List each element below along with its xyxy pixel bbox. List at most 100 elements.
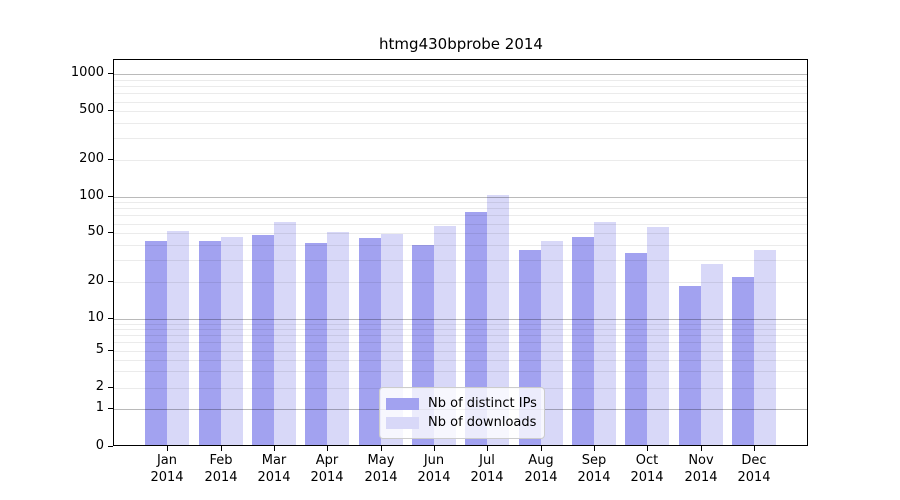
x-tick-month: Mar	[261, 453, 287, 468]
y-tick-label-1: 1	[95, 400, 104, 415]
gridline-minor-7	[114, 335, 807, 336]
bar-downloads-oct	[647, 227, 670, 445]
y-tick-label-10: 10	[87, 309, 104, 325]
bar-downloads-sep	[594, 221, 617, 445]
x-tick-year: 2014	[150, 470, 184, 485]
plot-area	[113, 59, 808, 446]
bar-distinct-ips-nov	[678, 285, 701, 445]
y-tick-mark-10	[108, 318, 113, 319]
gridline-minor-30	[114, 260, 807, 261]
x-tick-label-nov: Nov 2014	[674, 452, 728, 486]
y-tick-mark-5	[108, 350, 113, 351]
bar-distinct-ips-apr	[305, 243, 328, 445]
bar-downloads-feb	[220, 236, 243, 445]
gridline-major-1000	[114, 74, 807, 75]
gridline-minor-60	[114, 224, 807, 225]
x-tick-mark-sep	[594, 446, 595, 451]
x-tick-month: Feb	[209, 453, 233, 468]
gridline-minor-6	[114, 342, 807, 343]
x-tick-month: Sep	[581, 453, 607, 468]
y-tick-mark-20	[108, 281, 113, 282]
bar-downloads-apr	[327, 232, 350, 445]
legend-swatch-downloads	[386, 416, 419, 429]
y-tick-mark-1	[108, 408, 113, 409]
legend-item-distinct-ips: Nb of distinct IPs	[386, 394, 537, 413]
x-tick-label-dec: Dec 2014	[727, 452, 781, 486]
x-tick-year: 2014	[524, 470, 558, 485]
x-tick-month: Jul	[479, 453, 495, 468]
y-tick-label-0: 0	[95, 437, 104, 453]
x-tick-year: 2014	[364, 470, 398, 485]
x-tick-label-jan: Jan 2014	[140, 452, 194, 486]
bar-downloads-jan	[167, 231, 190, 445]
y-tick-mark-50	[108, 232, 113, 233]
x-tick-year: 2014	[630, 470, 664, 485]
legend-swatch-distinct-ips	[386, 397, 419, 410]
gridline-minor-8	[114, 329, 807, 330]
legend-label-distinct-ips: Nb of distinct IPs	[428, 396, 537, 411]
x-tick-label-sep: Sep 2014	[567, 452, 621, 486]
gridline-minor-3	[114, 371, 807, 372]
x-tick-month: Apr	[315, 453, 339, 468]
y-tick-mark-2	[108, 387, 113, 388]
x-tick-label-oct: Oct 2014	[620, 452, 674, 486]
x-tick-label-jul: Jul 2014	[460, 452, 514, 486]
x-tick-mark-may	[381, 446, 382, 451]
x-tick-label-apr: Apr 2014	[300, 452, 354, 486]
x-tick-year: 2014	[417, 470, 451, 485]
bar-downloads-mar	[273, 221, 296, 445]
y-tick-label-1000: 1000	[70, 65, 104, 81]
x-tick-mark-oct	[647, 446, 648, 451]
y-tick-mark-1000	[108, 73, 113, 74]
bar-downloads-nov	[700, 264, 723, 445]
x-tick-mark-jan	[167, 446, 168, 451]
y-tick-mark-200	[108, 159, 113, 160]
y-tick-label-5: 5	[95, 341, 104, 357]
x-tick-mark-jun	[434, 446, 435, 451]
x-tick-mark-apr	[327, 446, 328, 451]
plot-inner	[114, 60, 807, 445]
y-tick-label-50: 50	[87, 224, 104, 240]
x-tick-mark-nov	[701, 446, 702, 451]
bar-downloads-dec	[754, 250, 777, 445]
gridline-major-10	[114, 319, 807, 320]
legend-label-downloads: Nb of downloads	[428, 415, 537, 430]
x-tick-month: Oct	[635, 453, 659, 468]
bar-distinct-ips-may	[358, 238, 381, 445]
x-tick-year: 2014	[470, 470, 504, 485]
gridline-minor-300	[114, 138, 807, 139]
gridline-minor-200	[114, 160, 807, 161]
x-tick-year: 2014	[257, 470, 291, 485]
bar-distinct-ips-jan	[145, 240, 168, 445]
x-tick-month: Jan	[156, 453, 178, 468]
bar-distinct-ips-oct	[625, 253, 648, 445]
gridline-minor-80	[114, 208, 807, 209]
x-tick-mark-aug	[541, 446, 542, 451]
y-tick-mark-500	[108, 110, 113, 111]
bar-downloads-aug	[540, 240, 563, 445]
x-tick-label-mar: Mar 2014	[247, 452, 301, 486]
y-tick-mark-0	[108, 446, 113, 447]
gridline-minor-50	[114, 233, 807, 234]
y-tick-label-500: 500	[79, 102, 104, 118]
y-tick-label-200: 200	[79, 150, 104, 166]
x-tick-mark-mar	[274, 446, 275, 451]
gridline-minor-40	[114, 245, 807, 246]
gridline-minor-800	[114, 86, 807, 87]
x-tick-year: 2014	[737, 470, 771, 485]
x-tick-month: Dec	[741, 453, 767, 468]
y-tick-mark-100	[108, 196, 113, 197]
x-tick-year: 2014	[310, 470, 344, 485]
x-tick-year: 2014	[204, 470, 238, 485]
bar-distinct-ips-dec	[732, 277, 755, 445]
y-tick-label-20: 20	[87, 272, 104, 288]
x-tick-month: Jun	[423, 453, 445, 468]
y-tick-label-2: 2	[95, 379, 104, 394]
x-tick-label-may: May 2014	[354, 452, 408, 486]
x-tick-label-jun: Jun 2014	[407, 452, 461, 486]
x-tick-month: Aug	[528, 453, 554, 468]
bar-distinct-ips-feb	[198, 240, 221, 445]
gridline-minor-700	[114, 93, 807, 94]
gridline-minor-20	[114, 282, 807, 283]
